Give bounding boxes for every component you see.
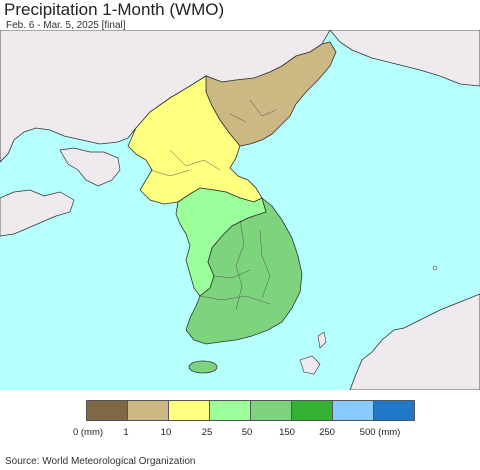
liaodong-coast (59, 147, 121, 187)
legend-swatch-2 (169, 401, 210, 420)
russia-far-east (329, 30, 480, 87)
legend-swatch-1 (128, 401, 169, 420)
japan-west-islands (299, 355, 321, 375)
legend-tick-50: 50 (241, 427, 253, 438)
legend-swatch-4 (251, 401, 292, 420)
source-credit: Source: World Meteorological Organizatio… (5, 456, 196, 467)
legend-tick-500: 500 (mm) (359, 427, 401, 438)
ulleung-island (432, 265, 438, 271)
legend-tick-250: 250 (319, 427, 335, 438)
legend-swatch-0 (87, 401, 128, 420)
legend-tick-0: 0 (mm) (72, 427, 104, 438)
japan-kyushu-honshu (349, 293, 480, 390)
jeju-island (188, 360, 218, 374)
shandong-peninsula (0, 189, 75, 237)
precipitation-map (0, 30, 480, 390)
map-subtitle: Feb. 6 - Mar. 5, 2025 [final] (6, 20, 126, 31)
map-title: Precipitation 1-Month (WMO) (4, 0, 225, 19)
south-korea-east (185, 196, 303, 345)
legend-swatch-5 (292, 401, 333, 420)
legend-tick-25: 25 (201, 427, 213, 438)
legend-tick-1: 1 (123, 427, 129, 438)
legend-swatch-7 (374, 401, 414, 420)
province-borders (149, 99, 277, 311)
legend-colorbar (86, 400, 415, 421)
legend-swatch-6 (333, 401, 374, 420)
japan-tsushima (317, 331, 327, 349)
legend-swatch-3 (210, 401, 251, 420)
legend-tick-10: 10 (160, 427, 172, 438)
legend-tick-150: 150 (279, 427, 295, 438)
